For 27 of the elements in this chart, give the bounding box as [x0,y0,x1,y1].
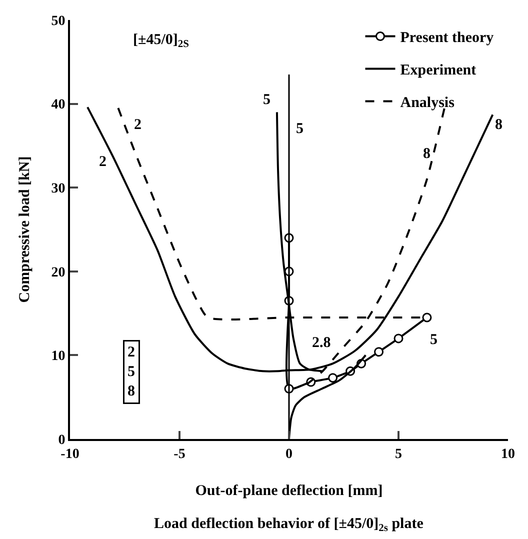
annotation: 2.8 [312,335,331,351]
annotation: 5 [263,92,270,108]
annotation: 2 5 8 [128,344,135,400]
text: Load deflection behavior of [±45/0]$_{2s}$ plate [154,516,424,534]
y-axis-title: Compressive load [kN] [17,156,33,303]
y-tick-label: 50 [51,14,66,29]
y-tick-label: 10 [51,349,66,364]
annotation: 5 [296,121,304,137]
annotation: 2 [134,117,142,133]
legend-label: Experiment [400,62,476,79]
annotation: 8 [495,117,502,133]
x-tick-label: 0 [286,446,292,462]
x-tick-label: 5 [395,446,402,462]
y-tick-label: 0 [58,432,66,448]
y-tick-label: 40 [51,98,66,113]
annotation: 2 [99,154,106,170]
y-tick-label: 20 [51,265,66,280]
annotation: [±45/0]$_{2S}$ [133,32,190,50]
legend-label: Analysis [400,95,455,112]
annotation: 5 [430,332,438,348]
legend-label: Present theory [400,30,494,46]
y-tick-label: 30 [51,182,66,196]
x-tick-label: 10 [501,446,515,462]
x-tick-label: -5 [174,446,186,462]
x-axis-title: Out-of-plane deflection [mm] [195,483,383,499]
x-tick-label: -10 [60,446,80,462]
annotation: 8 [423,146,430,162]
